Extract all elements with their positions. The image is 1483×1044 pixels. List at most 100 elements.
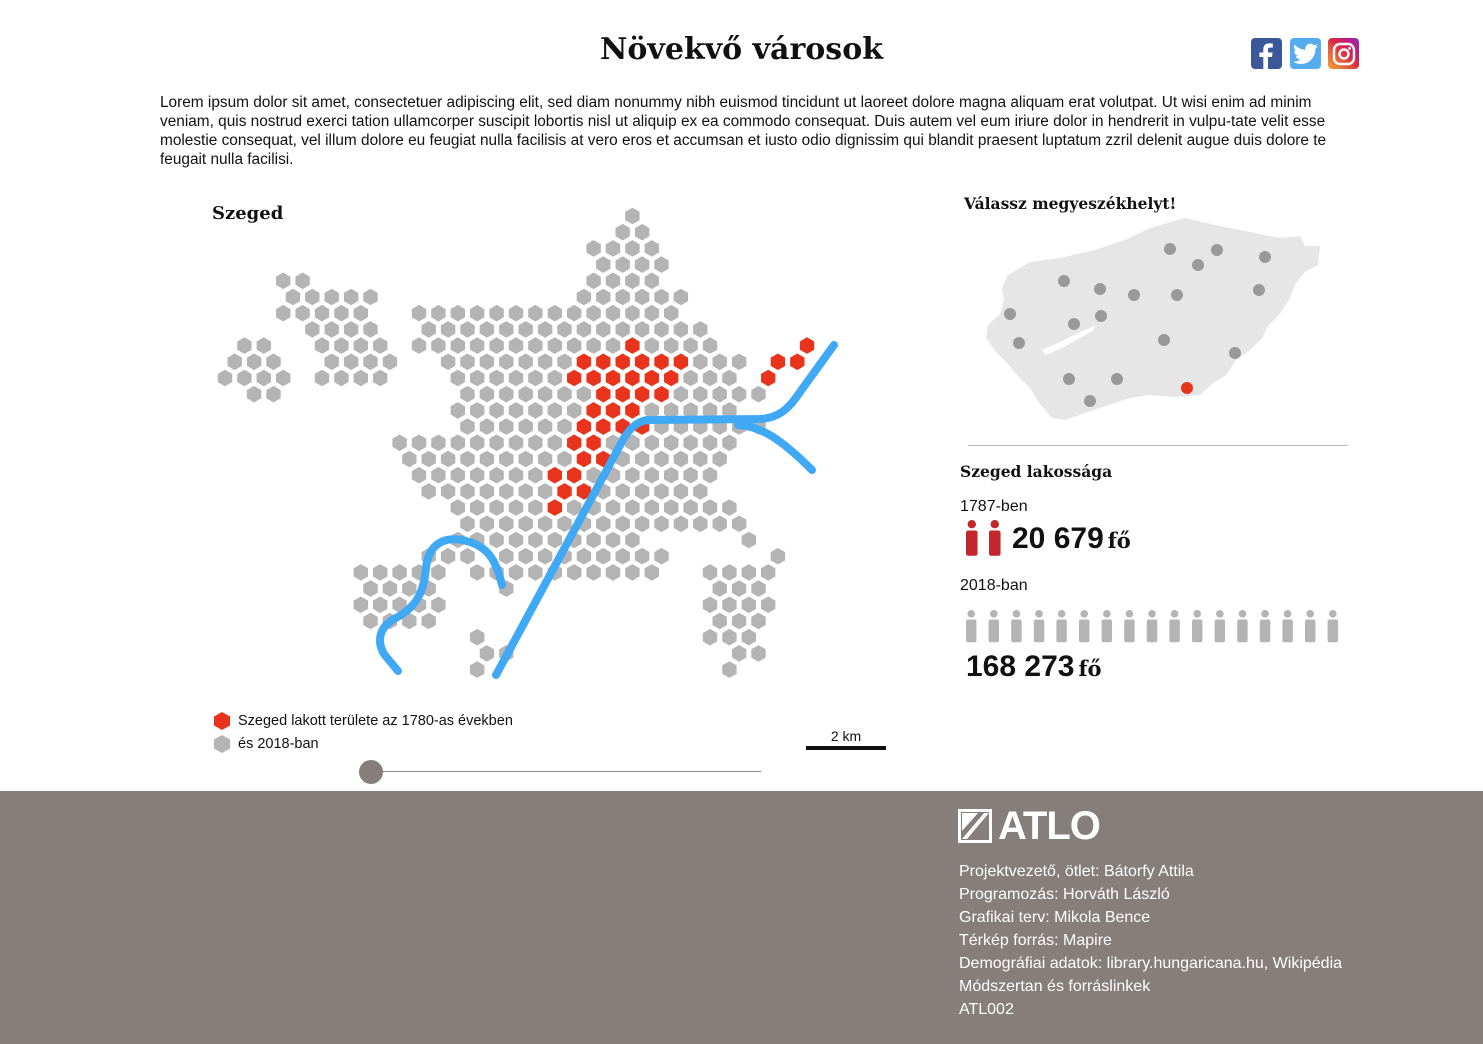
hex-current-area [518, 385, 533, 403]
hex-current-area [567, 304, 582, 322]
county-seat-dot[interactable] [1259, 251, 1271, 263]
population-year-2018: 2018-ban [960, 577, 1028, 594]
twitter-icon [1293, 43, 1318, 64]
hex-current-area [761, 596, 776, 614]
hex-current-area [421, 483, 436, 500]
county-seat-dot[interactable] [1158, 334, 1170, 346]
hex-current-area [557, 515, 572, 533]
hex-current-area [382, 580, 398, 597]
county-seat-dot[interactable] [1058, 275, 1070, 287]
hex-current-area [712, 353, 727, 371]
county-seat-dot[interactable] [1095, 310, 1107, 322]
hex-current-area [722, 661, 737, 678]
twitter-share-button[interactable] [1290, 38, 1321, 69]
hex-current-area [499, 547, 514, 565]
hex-current-area [547, 531, 562, 549]
person-icon [1146, 610, 1158, 643]
hex-current-area [460, 385, 475, 403]
hex-current-area [518, 418, 533, 435]
hex-current-area [537, 483, 553, 500]
hex-current-area [712, 612, 727, 630]
credit-demographic-data: Demográfiai adatok: library.hungaricana.… [959, 955, 1343, 972]
hex-current-area [402, 580, 417, 597]
hex-current-area [373, 564, 388, 581]
hex-current-area [673, 483, 689, 500]
hex-current-area [605, 564, 621, 581]
county-seat-dot[interactable] [1164, 243, 1176, 255]
county-seat-dot[interactable] [1229, 347, 1241, 359]
hex-current-area [537, 385, 553, 403]
county-seat-dot[interactable] [1084, 395, 1096, 407]
hex-current-area [567, 564, 582, 581]
hex-current-area [470, 628, 485, 646]
hex-current-area [712, 385, 727, 403]
hex-current-area [508, 466, 524, 484]
hex-current-area [722, 434, 737, 452]
hex-current-area [392, 434, 407, 452]
county-seat-dot[interactable] [1253, 284, 1265, 296]
person-icon [989, 520, 1001, 556]
hex-old-area [644, 369, 659, 387]
hex-current-area [276, 304, 291, 322]
county-seat-dot[interactable] [1192, 259, 1204, 271]
county-seat-dot[interactable] [1013, 337, 1025, 349]
hex-current-area [586, 240, 601, 257]
hex-current-area [751, 645, 766, 662]
timeline-slider-track[interactable] [372, 771, 761, 772]
hex-current-area [489, 466, 504, 484]
hex-old-area [654, 353, 669, 371]
person-icon [1327, 610, 1339, 643]
hex-current-area [615, 547, 630, 565]
hex-old-area [596, 353, 611, 371]
hex-current-area [518, 353, 533, 371]
hex-current-area [576, 547, 592, 565]
hex-current-area [722, 564, 737, 581]
facebook-share-button[interactable] [1251, 38, 1282, 69]
hex-current-area [751, 612, 766, 630]
county-seat-dot-selected[interactable] [1181, 382, 1193, 394]
hex-current-area [479, 645, 495, 662]
hex-current-area [256, 337, 271, 354]
hex-current-area [489, 499, 504, 516]
county-seat-dot[interactable] [1068, 318, 1080, 330]
hex-current-area [431, 596, 446, 614]
hex-current-area [673, 288, 689, 306]
hex-current-area [431, 304, 446, 322]
people-icons-2018 [966, 610, 1339, 643]
person-icon [1282, 610, 1293, 643]
county-seat-dot[interactable] [1004, 308, 1016, 320]
hex-current-area [343, 288, 359, 306]
county-seat-dot[interactable] [1128, 289, 1140, 301]
atlo-logo[interactable]: ATLO [958, 806, 1101, 846]
hex-current-area [741, 628, 756, 646]
instagram-share-button[interactable] [1328, 38, 1359, 69]
hex-current-area [557, 450, 572, 468]
hex-current-area [625, 304, 640, 322]
hex-current-area [615, 256, 630, 273]
hex-current-area [712, 450, 727, 468]
hex-current-area [518, 450, 533, 468]
timeline-slider-handle[interactable] [359, 760, 383, 784]
person-icon [988, 610, 1000, 643]
county-seat-dot[interactable] [1063, 373, 1075, 385]
hex-current-area [508, 499, 524, 516]
hex-current-area [440, 321, 456, 338]
hex-current-area [557, 321, 572, 338]
legend-old-area: Szeged lakott területe az 1780-as évekbe… [214, 712, 513, 730]
hex-current-area [470, 434, 485, 452]
county-seat-dot[interactable] [1111, 373, 1123, 385]
hex-current-area [479, 450, 495, 468]
hex-current-area [431, 337, 446, 354]
county-seat-dot[interactable] [1171, 289, 1183, 301]
hex-current-area [664, 304, 679, 322]
hex-current-area [537, 450, 553, 468]
hex-current-area [605, 531, 621, 549]
hex-old-area [654, 385, 669, 403]
county-seat-dot[interactable] [1211, 244, 1223, 256]
hex-old-area [596, 418, 611, 435]
population-year-1787: 1787-ben [960, 498, 1028, 515]
county-seat-dot[interactable] [1094, 283, 1106, 295]
hex-current-area [722, 402, 737, 419]
hex-old-area [770, 353, 786, 371]
methodology-link[interactable]: Módszertan és forráslinkek [959, 978, 1151, 995]
